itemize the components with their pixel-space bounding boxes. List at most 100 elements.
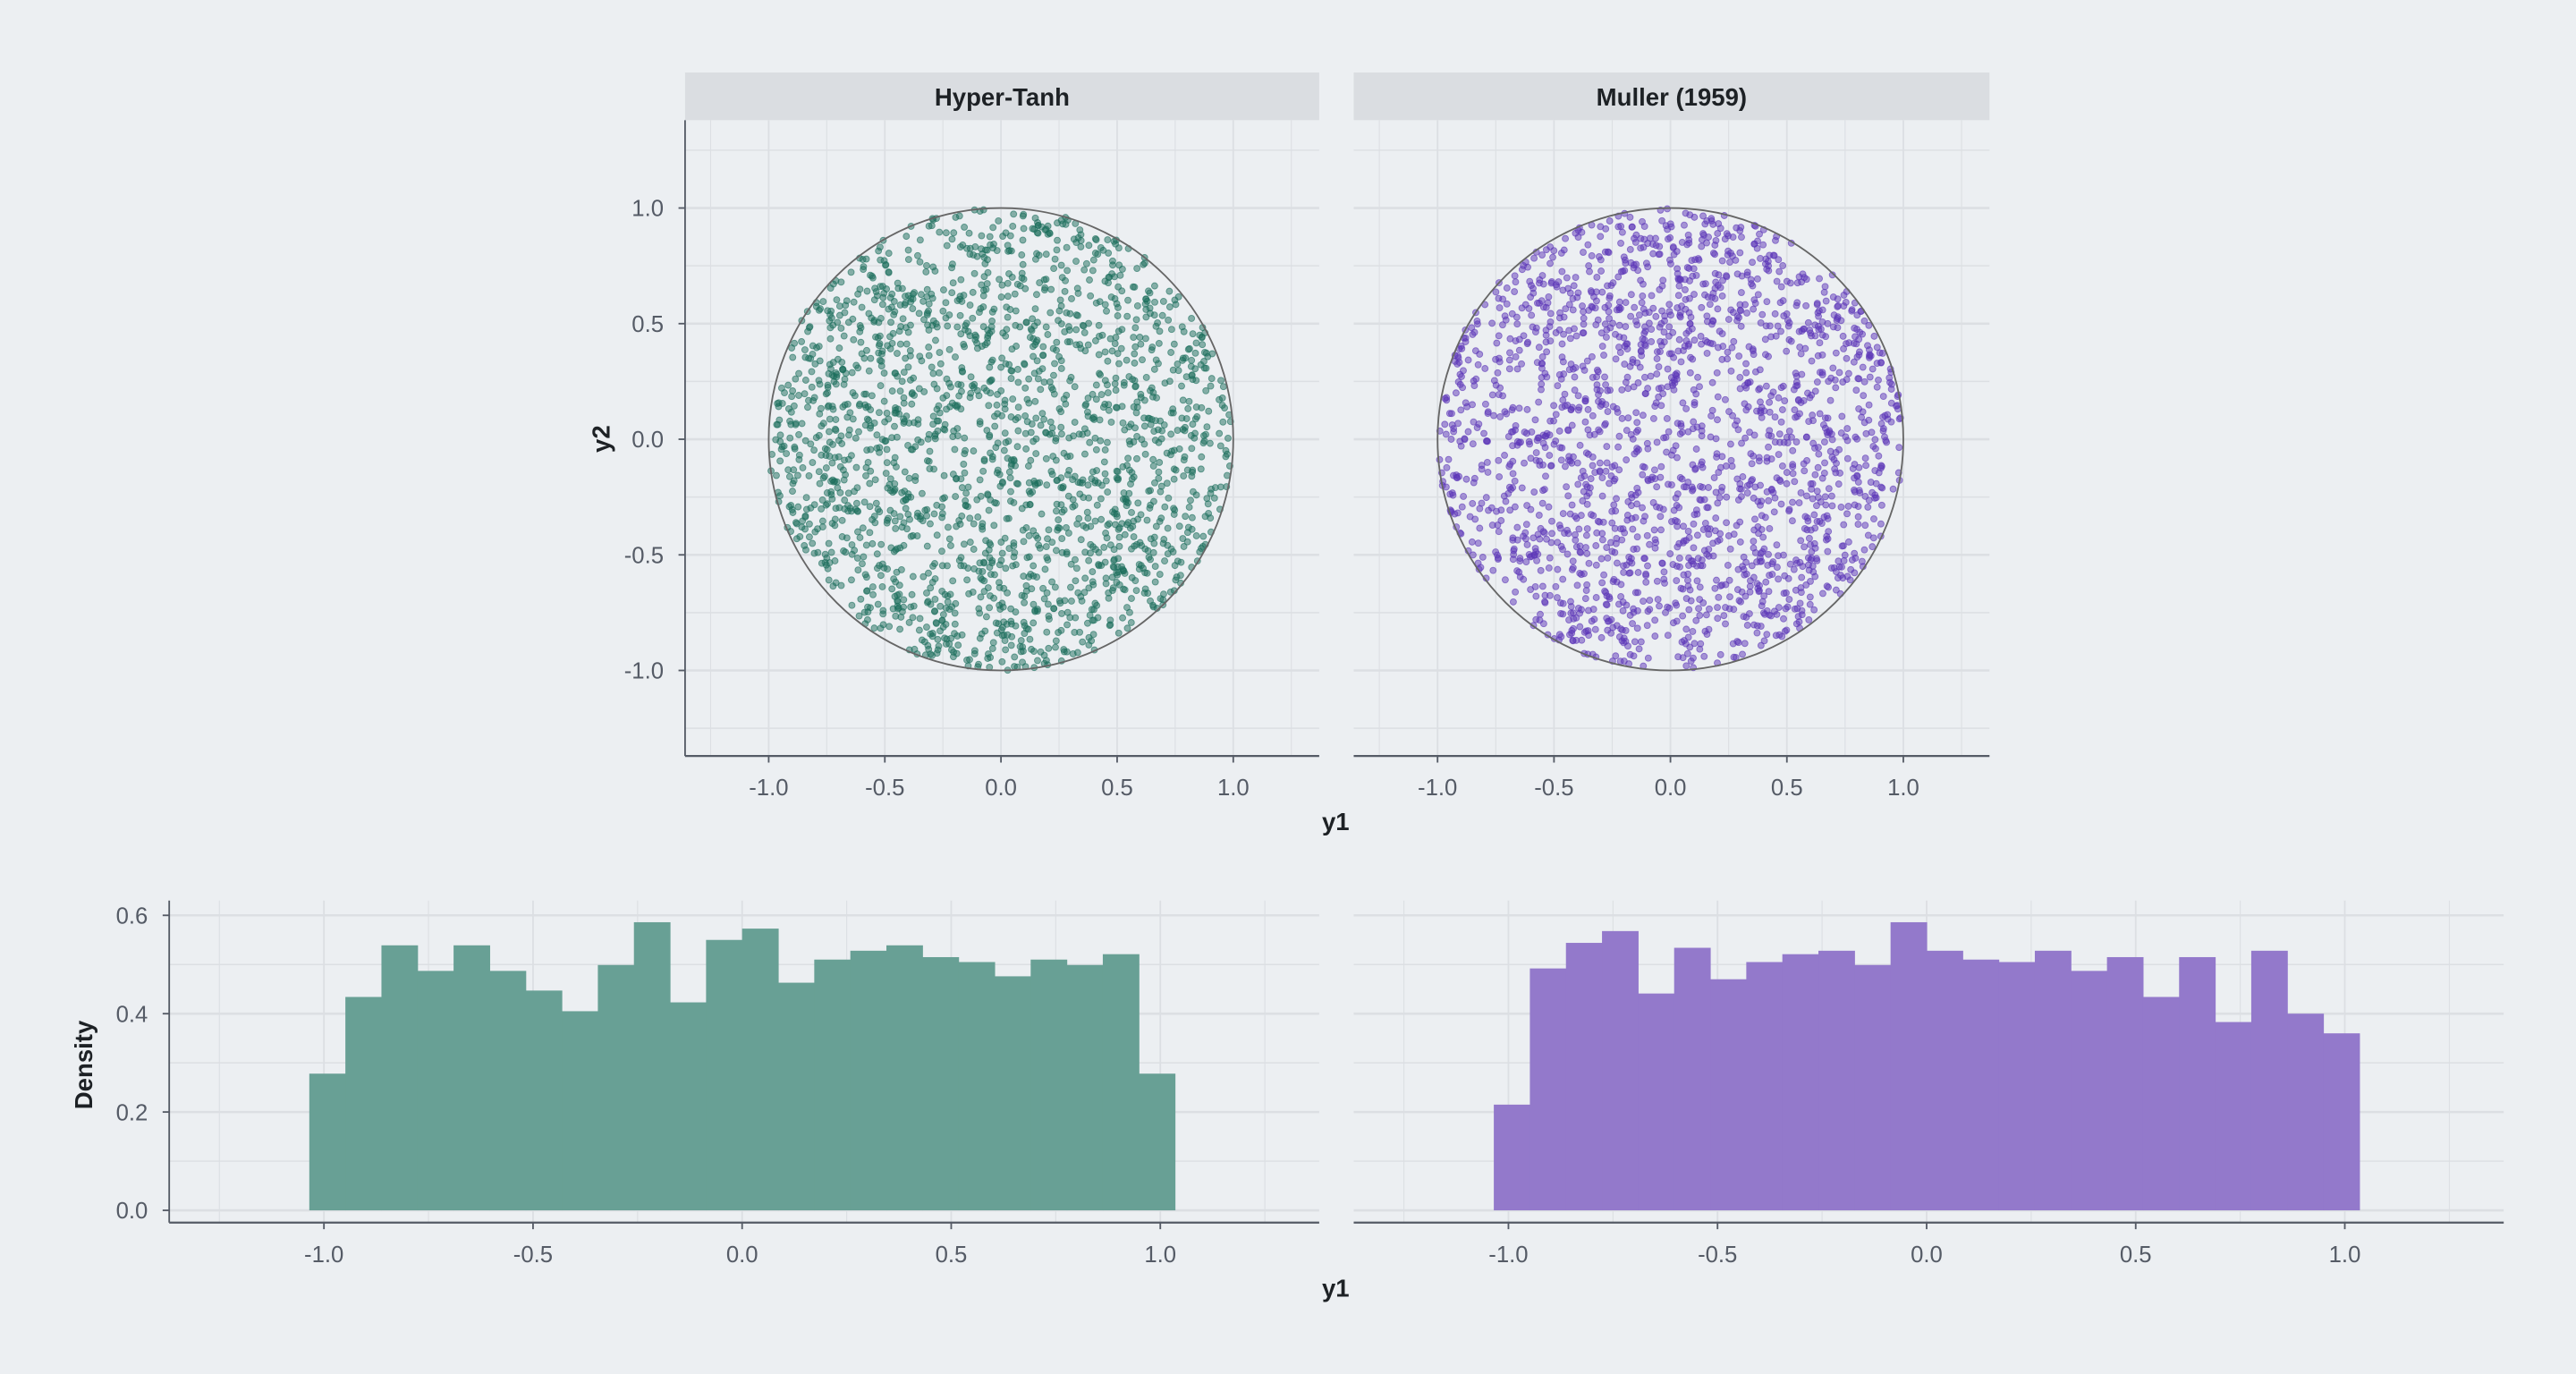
scatter-point — [1820, 438, 1828, 446]
scatter-point — [1452, 389, 1460, 397]
scatter-point — [1517, 438, 1525, 446]
scatter-point — [1014, 403, 1022, 411]
scatter-point — [1076, 628, 1084, 636]
scatter-point — [1692, 445, 1700, 453]
scatter-point — [1505, 462, 1513, 471]
scatter-point — [1509, 470, 1517, 478]
scatter-point — [1743, 309, 1750, 317]
scatter-point — [1051, 360, 1058, 368]
scatter-point — [1738, 272, 1746, 280]
scatter-point — [1656, 602, 1663, 610]
histogram-bar — [1710, 979, 1747, 1211]
scatter-point — [824, 307, 832, 315]
scatter-point — [1086, 438, 1094, 446]
scatter-point — [1040, 415, 1048, 423]
scatter-point — [1770, 508, 1778, 516]
scatter-point — [1140, 260, 1148, 268]
scatter-point — [895, 581, 903, 589]
scatter-point — [968, 382, 976, 390]
scatter-point — [904, 363, 912, 371]
scatter-point — [1483, 437, 1490, 445]
scatter-point — [1596, 518, 1604, 526]
scatter-point — [1545, 293, 1553, 301]
scatter-point — [850, 335, 858, 344]
scatter-point — [1656, 323, 1664, 331]
scatter-point — [1673, 502, 1681, 509]
scatter-point — [1019, 260, 1027, 268]
scatter-point — [1690, 213, 1699, 221]
scatter-point — [1759, 609, 1767, 617]
scatter-point — [1597, 267, 1606, 275]
scatter-point — [1782, 605, 1790, 613]
scatter-point — [1031, 397, 1039, 405]
scatter-point — [1102, 574, 1110, 582]
scatter-point — [986, 604, 994, 612]
scatter-point — [848, 369, 856, 377]
scatter-point — [1138, 542, 1146, 549]
scatter-point — [1111, 340, 1119, 348]
scatter-point — [1677, 358, 1685, 366]
scatter-point — [1715, 220, 1723, 228]
scatter-point — [1706, 301, 1714, 309]
scatter-point — [1640, 598, 1648, 606]
scatter-point — [859, 524, 867, 532]
scatter-point — [1158, 427, 1166, 435]
scatter-point — [1632, 409, 1640, 417]
scatter-point — [1203, 495, 1211, 503]
scatter-point — [869, 515, 877, 523]
scatter-point — [1459, 384, 1467, 392]
histogram-panel-muller: -1.0 -0.5 0.0 0.5 1.0 — [1353, 900, 2504, 1268]
scatter-point — [1806, 593, 1814, 601]
scatter-point — [1000, 446, 1008, 454]
scatter-point — [1101, 348, 1109, 356]
scatter-point — [952, 493, 960, 500]
scatter-point — [1126, 608, 1133, 616]
scatter-point — [1053, 477, 1061, 485]
scatter-point — [1512, 337, 1520, 345]
strip-background — [1353, 72, 1990, 121]
x-tick-label: 0.5 — [1771, 776, 1803, 801]
scatter-point — [1500, 492, 1508, 500]
scatter-point — [1530, 254, 1538, 262]
scatter-point — [1626, 213, 1634, 221]
scatter-point — [1731, 421, 1739, 429]
scatter-point — [972, 333, 980, 341]
scatter-point — [1179, 396, 1187, 404]
scatter-point — [1010, 539, 1018, 547]
scatter-point — [1661, 579, 1668, 587]
scatter-point — [1591, 625, 1599, 633]
scatter-point — [1028, 327, 1036, 335]
scatter-point — [1641, 327, 1649, 335]
scatter-point — [1567, 598, 1574, 606]
scatter-point — [1573, 581, 1581, 589]
scatter-point — [929, 263, 937, 271]
scatter-point — [927, 520, 934, 528]
scatter-point — [820, 472, 828, 480]
scatter-point — [1222, 453, 1230, 461]
scatter-point — [1013, 365, 1021, 373]
scatter-point — [1537, 610, 1544, 618]
scatter-point — [1716, 327, 1724, 335]
scatter-point — [1649, 498, 1657, 506]
scatter-point — [1696, 596, 1704, 604]
scatter-point — [1488, 319, 1496, 327]
scatter-point — [1864, 503, 1872, 511]
scatter-point — [1133, 398, 1141, 406]
scatter-point — [1097, 562, 1106, 570]
scatter-point — [1065, 466, 1073, 474]
scatter-point — [1219, 418, 1227, 426]
scatter-point — [1660, 328, 1668, 336]
scatter-point — [925, 222, 933, 230]
scatter-point — [1063, 243, 1071, 251]
scatter-point — [1091, 337, 1099, 344]
scatter-point — [1172, 466, 1180, 474]
scatter-point — [1674, 275, 1682, 283]
scatter-point — [1834, 324, 1842, 332]
scatter-point — [1576, 623, 1584, 631]
scatter-point — [845, 431, 852, 439]
scatter-point — [1564, 426, 1572, 434]
scatter-point — [1029, 488, 1037, 496]
scatter-point — [1686, 294, 1693, 302]
histogram-y-axis-label: Density — [70, 1020, 97, 1109]
scatter-point — [896, 301, 904, 309]
